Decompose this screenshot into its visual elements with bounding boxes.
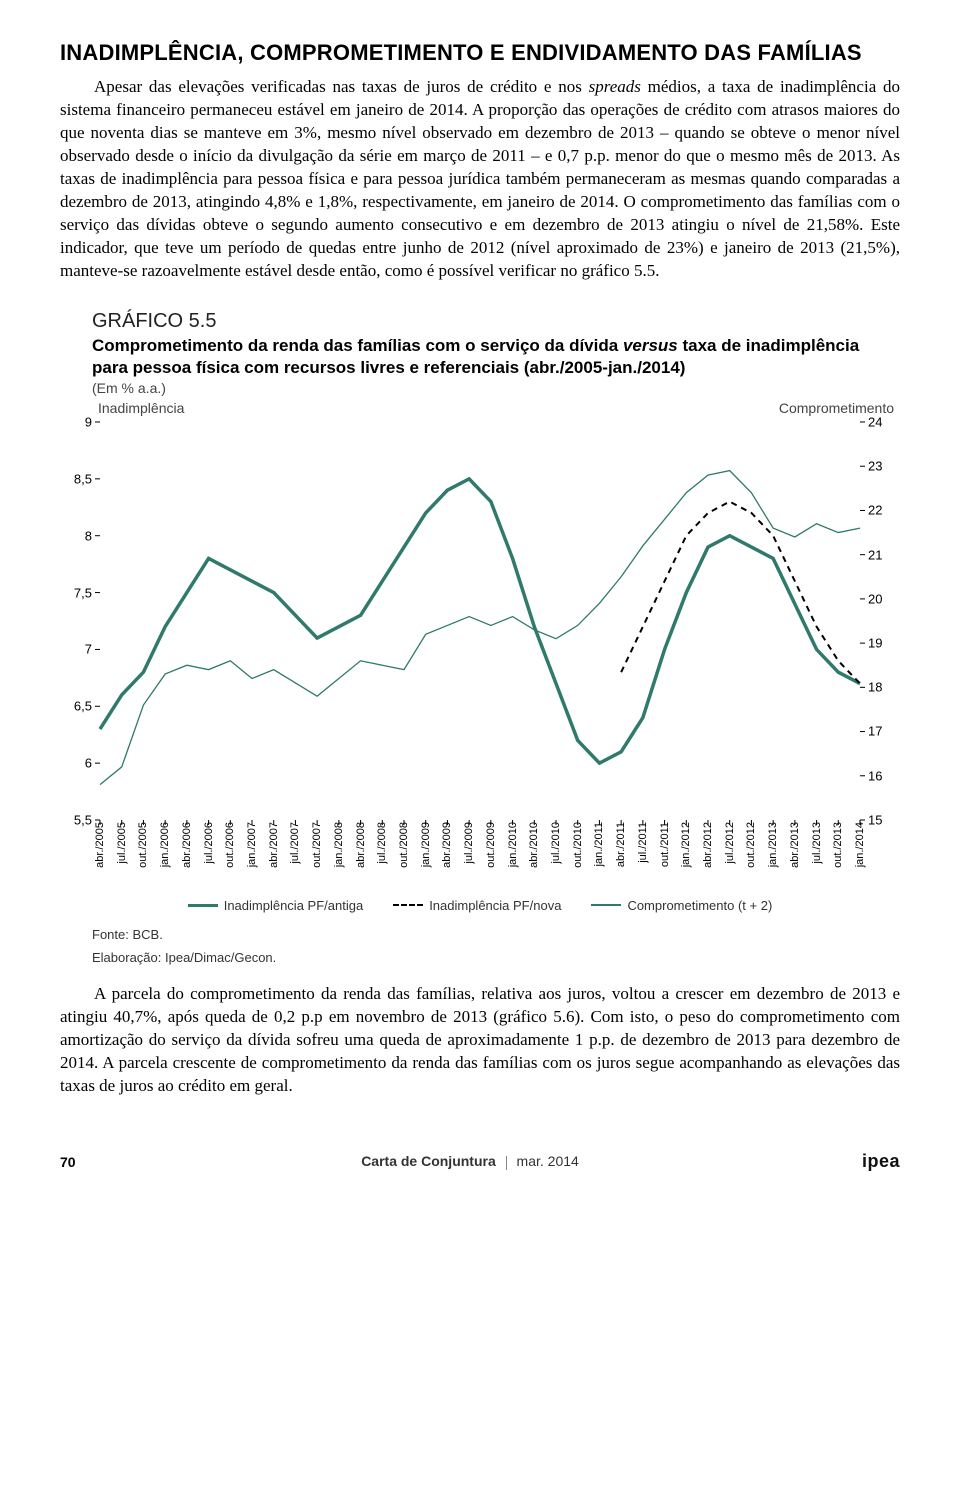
chart-source: Fonte: BCB. Elaboração: Ipea/Dimac/Gecon… — [92, 927, 900, 965]
y-left-tick: 8 — [60, 528, 92, 543]
footer-issue: mar. 2014 — [517, 1153, 579, 1169]
x-tick: jul./2009 — [463, 822, 475, 864]
y-left-tick: 7,5 — [60, 585, 92, 600]
y-ticks-left: 5,566,577,588,59 — [60, 422, 96, 820]
x-tick: out./2006 — [224, 822, 236, 868]
x-tick: jan./2012 — [680, 822, 692, 867]
body-paragraph-1: Apesar das elevações verificadas nas tax… — [60, 76, 900, 282]
footer-page-number: 70 — [60, 1154, 100, 1170]
elaboration-line: Elaboração: Ipea/Dimac/Gecon. — [92, 950, 900, 965]
chart-unit: (Em % a.a.) — [92, 380, 900, 396]
footer-separator — [506, 1156, 507, 1170]
x-tick: out./2008 — [398, 822, 410, 868]
legend-swatch — [188, 904, 218, 907]
x-tick: jul./2006 — [203, 822, 215, 864]
left-axis-label: Inadimplência — [98, 400, 184, 416]
x-tick: jul./2011 — [637, 822, 649, 863]
x-tick: abr./2005 — [94, 822, 106, 868]
y-left-tick: 8,5 — [60, 471, 92, 486]
x-tick: out./2012 — [745, 822, 757, 868]
footer-pub-name: Carta de Conjuntura — [361, 1153, 496, 1169]
y-right-tick: 21 — [868, 547, 900, 562]
x-tick: out./2010 — [572, 822, 584, 868]
y-right-tick: 22 — [868, 503, 900, 518]
x-tick: jul./2013 — [811, 822, 823, 864]
plot-svg — [100, 422, 860, 820]
x-tick: jul./2012 — [724, 822, 736, 864]
legend-item: Inadimplência PF/nova — [393, 898, 561, 913]
legend-item: Inadimplência PF/antiga — [188, 898, 363, 913]
y-right-tick: 24 — [868, 414, 900, 429]
x-tick: jan./2008 — [333, 822, 345, 867]
x-tick: jan./2010 — [507, 822, 519, 867]
footer-publication: Carta de Conjuntura mar. 2014 — [100, 1153, 840, 1169]
x-tick: abr./2010 — [528, 822, 540, 868]
x-tick: out./2005 — [137, 822, 149, 868]
x-tick: jul./2010 — [550, 822, 562, 864]
y-right-tick: 15 — [868, 812, 900, 827]
x-tick: abr./2008 — [355, 822, 367, 868]
page-footer: 70 Carta de Conjuntura mar. 2014 ipea — [60, 1148, 900, 1176]
x-tick: out./2007 — [311, 822, 323, 868]
chart-number: GRÁFICO 5.5 — [92, 310, 900, 333]
y-right-tick: 19 — [868, 636, 900, 651]
x-tick: abr./2012 — [702, 822, 714, 868]
legend-label: Inadimplência PF/antiga — [224, 898, 363, 913]
x-tick: jul./2008 — [376, 822, 388, 864]
x-tick: jul./2005 — [116, 822, 128, 864]
y-right-tick: 16 — [868, 768, 900, 783]
legend-item: Comprometimento (t + 2) — [591, 898, 772, 913]
x-tick: abr./2009 — [441, 822, 453, 868]
legend-label: Inadimplência PF/nova — [429, 898, 561, 913]
x-tick: abr./2013 — [789, 822, 801, 868]
y-left-tick: 9 — [60, 414, 92, 429]
body-paragraph-2: A parcela do comprometimento da renda da… — [60, 983, 900, 1098]
section-heading: INADIMPLÊNCIA, COMPROMETIMENTO E ENDIVID… — [60, 40, 900, 66]
y-left-tick: 7 — [60, 642, 92, 657]
x-ticks: abr./2005jul./2005out./2005jan./2006abr.… — [100, 820, 860, 892]
y-left-tick: 5,5 — [60, 812, 92, 827]
x-tick: abr./2007 — [268, 822, 280, 868]
chart-wrap: Inadimplência Comprometimento 5,566,577,… — [60, 400, 900, 820]
legend-label: Comprometimento (t + 2) — [627, 898, 772, 913]
y-right-tick: 18 — [868, 680, 900, 695]
y-left-tick: 6,5 — [60, 699, 92, 714]
x-tick: abr./2006 — [181, 822, 193, 868]
y-right-tick: 23 — [868, 459, 900, 474]
y-right-tick: 17 — [868, 724, 900, 739]
footer-logo: ipea — [840, 1151, 900, 1172]
x-tick: jan./2009 — [420, 822, 432, 867]
x-tick: jan./2007 — [246, 822, 258, 867]
x-tick: abr./2011 — [615, 822, 627, 867]
chart-title: Comprometimento da renda das famílias co… — [92, 335, 890, 378]
legend-swatch — [393, 904, 423, 906]
legend-swatch — [591, 904, 621, 906]
x-tick: jan./2014 — [854, 822, 866, 867]
chart-legend: Inadimplência PF/antiga Inadimplência PF/… — [60, 898, 900, 913]
x-tick: out./2009 — [485, 822, 497, 868]
x-tick: jan./2006 — [159, 822, 171, 867]
y-left-tick: 6 — [60, 756, 92, 771]
chart-block: GRÁFICO 5.5 Comprometimento da renda das… — [60, 310, 900, 965]
x-tick: jan./2013 — [767, 822, 779, 867]
x-tick: out./2011 — [659, 822, 671, 867]
y-right-tick: 20 — [868, 591, 900, 606]
source-line: Fonte: BCB. — [92, 927, 900, 942]
x-tick: jan./2011 — [593, 822, 605, 866]
y-ticks-right: 15161718192021222324 — [864, 422, 900, 820]
x-tick: out./2013 — [832, 822, 844, 868]
plot-area — [100, 422, 860, 820]
x-tick: jul./2007 — [289, 822, 301, 864]
